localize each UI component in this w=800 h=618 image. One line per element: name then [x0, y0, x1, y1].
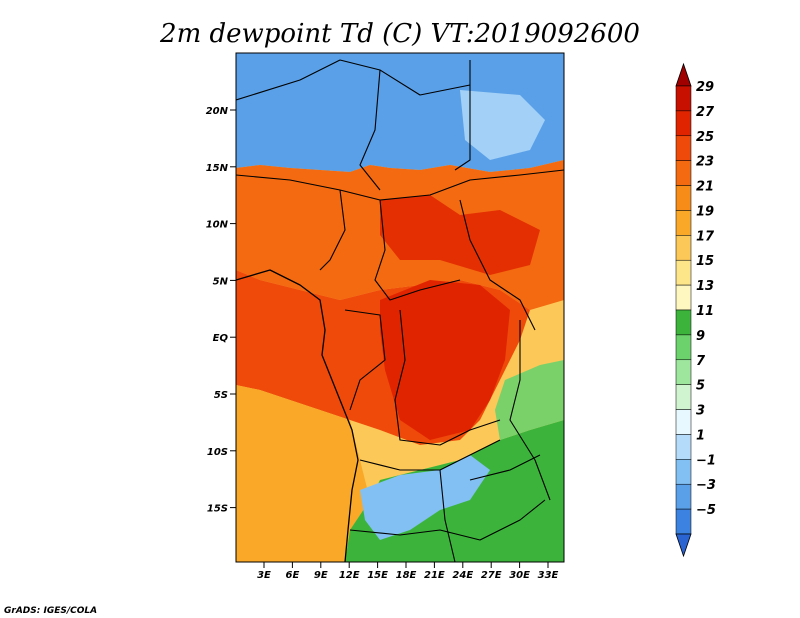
longitude-axis: 3E 6E 9E 12E 15E 18E 21E 24E 27E 30E 33E	[257, 562, 559, 581]
latitude-axis: 20N 15N 10N 5N EQ 5S 10S 15S	[206, 106, 236, 515]
border-central-1	[319, 189, 346, 271]
colorbar-swatch	[675, 409, 692, 435]
border-south-3	[349, 499, 546, 541]
colorbar-swatch	[675, 434, 692, 460]
lon-label: 18E	[396, 570, 417, 581]
colorbar-swatch	[675, 235, 692, 261]
colorbar-label: 27	[696, 105, 715, 120]
colorbar-top-arrow	[675, 62, 692, 87]
colorbar-swatch	[675, 309, 692, 336]
colorbar-swatch	[675, 259, 692, 286]
colorbar-label: 15	[696, 254, 714, 269]
region-sahara-light	[460, 90, 545, 160]
map-field	[236, 53, 564, 562]
colorbar-label: 1	[696, 428, 705, 443]
border-central-2	[374, 199, 461, 301]
lon-label: 9E	[314, 570, 328, 581]
region-congo	[380, 280, 510, 440]
colorbar-bottom-arrow	[675, 533, 692, 558]
colorbar-swatch	[675, 508, 692, 535]
colorbar-label: 29	[696, 80, 714, 95]
lon-label: 21E	[424, 570, 445, 581]
border-central-3	[459, 199, 536, 331]
lat-label: 15S	[207, 504, 228, 515]
lon-label: 30E	[509, 570, 530, 581]
region-east-highlands	[360, 455, 490, 540]
colorbar-swatch	[675, 459, 692, 485]
colorbar-swatch	[675, 483, 692, 510]
lon-label: 12E	[339, 570, 360, 581]
lon-label: 33E	[538, 570, 559, 581]
border-south-2	[439, 469, 456, 562]
border-north-2	[359, 69, 381, 191]
lat-label: 20N	[206, 106, 229, 117]
grads-credit: GrADS: IGES/COLA	[4, 606, 97, 616]
colorbar-label: 9	[696, 329, 705, 344]
border-congo-2	[394, 309, 501, 446]
colorbar-label: 7	[696, 354, 706, 369]
coastline-west	[236, 269, 359, 562]
colorbar-swatch	[675, 284, 692, 311]
colorbar-swatch	[675, 85, 692, 112]
border-south-4	[469, 454, 541, 481]
colorbar-swatch	[675, 384, 692, 410]
region-southwest	[236, 385, 370, 562]
border-north-1	[236, 59, 471, 101]
colorbar-label: −3	[696, 478, 716, 493]
colorbar-label: 3	[696, 404, 705, 419]
colorbar-label: 13	[696, 279, 714, 294]
colorbar-swatch	[675, 110, 692, 137]
lon-label: 6E	[286, 570, 300, 581]
colorbar-label: 5	[696, 379, 705, 394]
lat-label: 10S	[207, 447, 228, 458]
border-congo-1	[344, 309, 386, 411]
colorbar-label: 19	[696, 204, 714, 219]
colorbar-label: 25	[696, 130, 714, 145]
border-sahel-1	[236, 169, 564, 201]
region-east-green	[495, 360, 564, 440]
colorbar-label: 21	[696, 180, 714, 195]
border-east-1	[509, 320, 551, 501]
lon-label: 24E	[452, 570, 473, 581]
colorbar-swatch	[675, 160, 692, 186]
colorbar: 29 27 25 23 21 19 17 15 13 11 9 7 5 3 1 −1 −3 −5	[675, 62, 716, 558]
colorbar-label: 17	[696, 229, 715, 244]
lat-label: 15N	[206, 163, 229, 174]
colorbar-swatch	[675, 334, 692, 361]
colorbar-swatch	[675, 185, 692, 211]
map-frame	[235, 52, 565, 563]
colorbar-label: 23	[696, 155, 714, 170]
lon-label: 27E	[481, 570, 502, 581]
lat-label: 10N	[206, 220, 229, 231]
colorbar-label: 11	[696, 304, 714, 319]
lon-label: 15E	[367, 570, 388, 581]
colorbar-swatch	[675, 135, 692, 161]
lat-label: 5N	[213, 276, 229, 287]
lon-label: 3E	[257, 570, 271, 581]
political-borders	[236, 59, 564, 562]
lat-label: EQ	[213, 333, 229, 344]
colorbar-label: −5	[696, 503, 716, 518]
colorbar-swatch	[675, 359, 692, 385]
colorbar-swatch	[675, 210, 692, 236]
lat-label: 5S	[214, 390, 228, 401]
region-northern-core	[380, 195, 540, 275]
colorbar-label: −1	[696, 453, 716, 468]
border-north-3	[454, 60, 471, 171]
map-title: 2m dewpoint Td (C) VT:2019092600	[159, 19, 640, 49]
